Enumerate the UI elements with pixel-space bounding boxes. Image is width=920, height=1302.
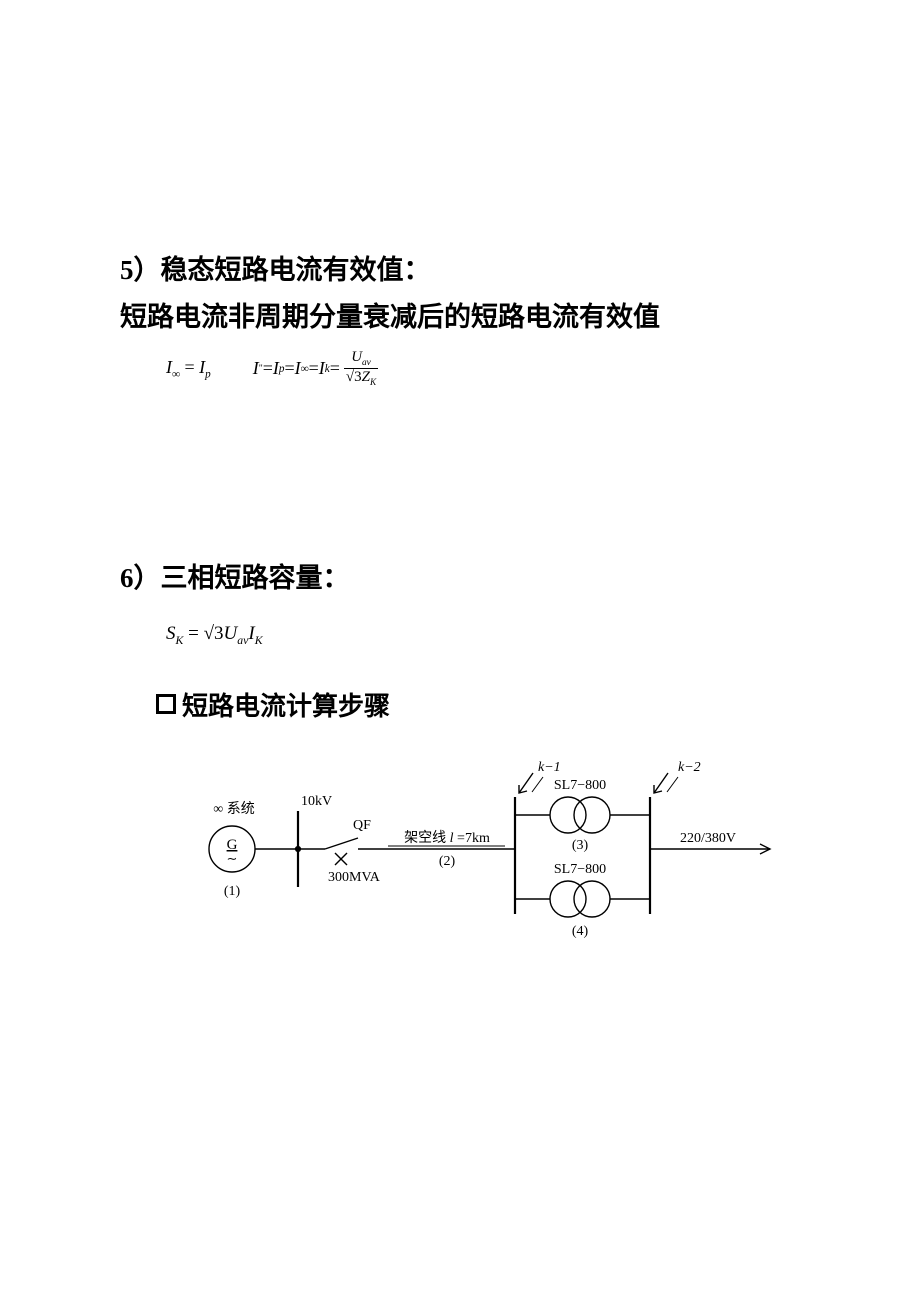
svg-text:300MVA: 300MVA <box>328 870 381 885</box>
section6-heading: 6）三相短路容量： <box>120 558 800 599</box>
svg-text:QF: QF <box>353 818 371 833</box>
svg-text:(2): (2) <box>439 854 456 869</box>
svg-text:∞ 系统: ∞ 系统 <box>213 801 254 817</box>
svg-text:10kV: 10kV <box>301 794 332 809</box>
svg-text:SL7−800: SL7−800 <box>554 778 606 793</box>
eq1: I∞ = Ip <box>166 357 211 381</box>
svg-text:k−2: k−2 <box>678 760 701 775</box>
svg-text:k−1: k−1 <box>538 760 561 775</box>
svg-text:∼: ∼ <box>227 851 238 866</box>
section5-formula: I∞ = Ip I" = Ip = I∞ = Ik = Uav √3ZK <box>166 349 800 388</box>
bullet-icon <box>156 694 176 714</box>
steps-heading-text: 短路电流计算步骤 <box>182 686 390 723</box>
circuit-diagram: G ∼ ∞ 系统 (1) 10kV QF 300MVA <box>180 749 800 964</box>
svg-text:(1): (1) <box>224 884 241 899</box>
svg-text:(3): (3) <box>572 838 589 853</box>
svg-text:SL7−800: SL7−800 <box>554 862 606 877</box>
svg-text:220/380V: 220/380V <box>680 831 736 846</box>
section5-heading: 5）稳态短路电流有效值： <box>120 250 800 291</box>
section5-subline: 短路电流非周期分量衰减后的短路电流有效值 <box>120 297 800 338</box>
steps-heading: 短路电流计算步骤 <box>156 686 800 723</box>
eq2: I" = Ip = I∞ = Ik = Uav √3ZK <box>253 349 378 388</box>
svg-text:架空线 l =7km: 架空线 l =7km <box>404 830 490 846</box>
svg-text:(4): (4) <box>572 924 589 939</box>
section6-formula: SK = √3UavIK <box>166 623 800 648</box>
